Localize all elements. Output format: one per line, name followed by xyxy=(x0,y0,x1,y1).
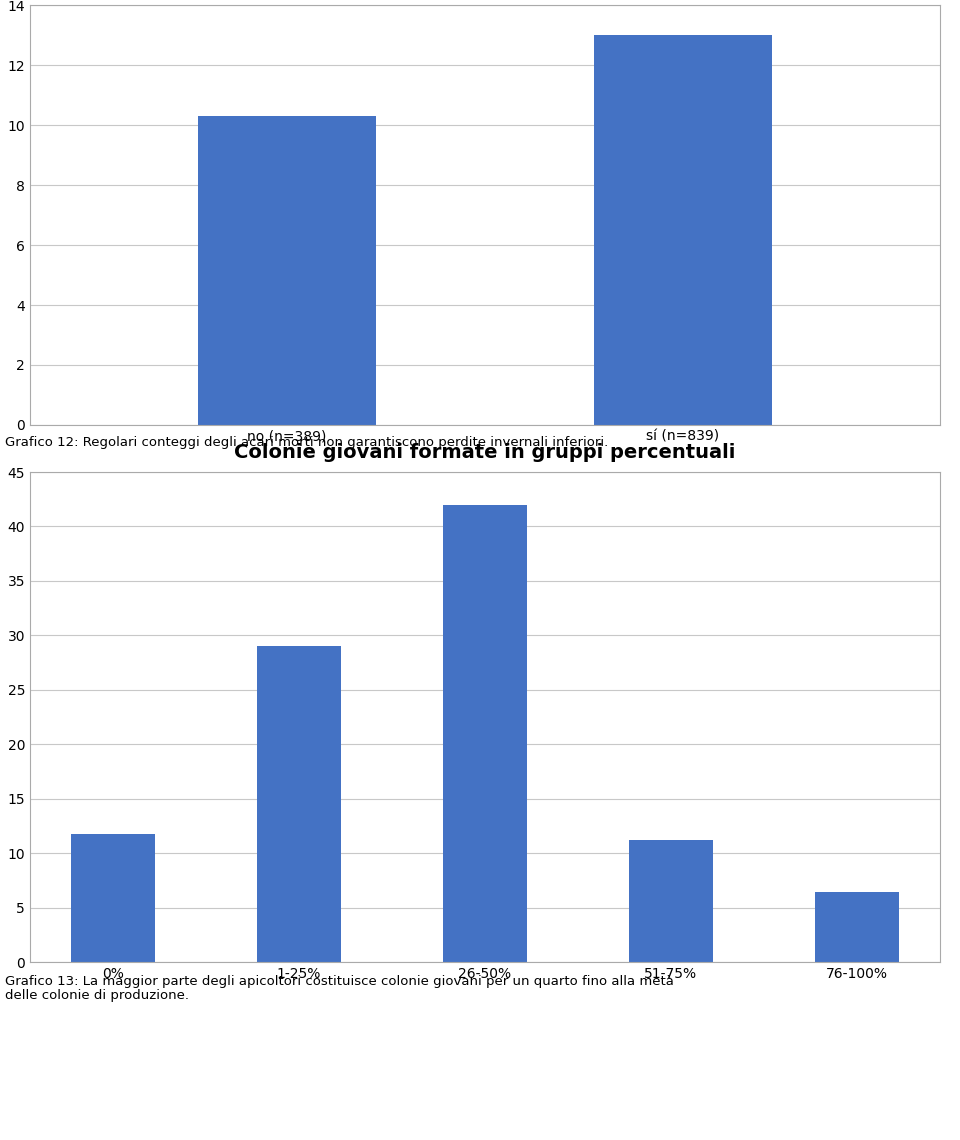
Bar xyxy=(71,833,155,962)
Bar xyxy=(257,646,341,962)
Bar xyxy=(815,893,899,962)
Text: Grafico 12: Regolari conteggi degli acari morti non garantiscono perdite inverna: Grafico 12: Regolari conteggi degli acar… xyxy=(5,435,609,448)
Bar xyxy=(629,840,712,962)
Bar xyxy=(594,35,772,425)
Bar xyxy=(198,116,376,425)
Bar xyxy=(444,505,527,962)
Title: Colonie giovani formate in gruppi percentuali: Colonie giovani formate in gruppi percen… xyxy=(234,443,735,462)
Text: Grafico 13: La maggior parte degli apicoltori costituisce colonie giovani per un: Grafico 13: La maggior parte degli apico… xyxy=(5,975,674,1002)
